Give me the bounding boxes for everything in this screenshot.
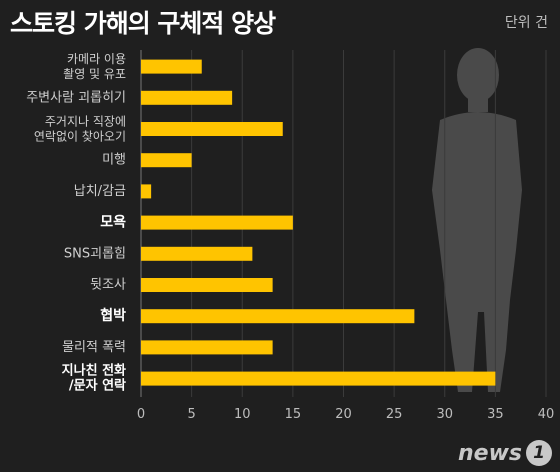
bar bbox=[141, 246, 253, 261]
x-tick-label: 5 bbox=[187, 407, 195, 422]
bar bbox=[141, 309, 415, 324]
category-label: 카메라 이용 bbox=[67, 52, 126, 66]
bar bbox=[141, 90, 233, 105]
category-label: SNS괴롭힘 bbox=[64, 246, 126, 261]
x-tick-label: 15 bbox=[285, 407, 302, 422]
bar bbox=[141, 153, 192, 168]
unit-label: 단위 건 bbox=[504, 15, 548, 31]
category-label: 지나친 전화 bbox=[62, 363, 126, 379]
category-label: 뒷조사 bbox=[90, 278, 126, 293]
x-tick-label: 10 bbox=[234, 407, 251, 422]
x-tick-label: 20 bbox=[335, 407, 352, 422]
category-label: 모욕 bbox=[100, 215, 126, 231]
person-silhouette-icon bbox=[432, 48, 522, 392]
category-label: 주거지나 직장에 bbox=[45, 115, 126, 129]
category-label: 물리적 폭력 bbox=[62, 340, 126, 355]
category-label: 촬영 및 유포 bbox=[63, 67, 126, 81]
category-label: 주변사람 괴롭히기 bbox=[26, 90, 126, 105]
news1-logo-mark: 1 bbox=[526, 440, 552, 466]
category-label: /문자 연락 bbox=[69, 379, 126, 394]
x-tick-label: 0 bbox=[137, 407, 145, 422]
category-label: 연락없이 찾아오기 bbox=[34, 130, 126, 144]
category-label: 협박 bbox=[100, 307, 126, 324]
bar bbox=[141, 59, 202, 74]
x-tick-label: 40 bbox=[538, 407, 555, 422]
bar bbox=[141, 340, 273, 355]
category-label: 미행 bbox=[102, 152, 126, 168]
bar bbox=[141, 278, 273, 292]
x-tick-label: 25 bbox=[386, 407, 403, 422]
bar bbox=[141, 122, 283, 136]
bar bbox=[141, 215, 293, 230]
x-tick-label: 35 bbox=[487, 407, 504, 422]
news1-logo-text: news bbox=[457, 440, 522, 466]
category-label: 납치/감금 bbox=[74, 184, 126, 199]
bar bbox=[141, 184, 152, 199]
news1-logo: news 1 bbox=[458, 440, 552, 466]
chart-title: 스토킹 가해의 구체적 양상 bbox=[10, 9, 276, 38]
x-tick-label: 30 bbox=[436, 407, 453, 422]
bar bbox=[141, 371, 496, 386]
